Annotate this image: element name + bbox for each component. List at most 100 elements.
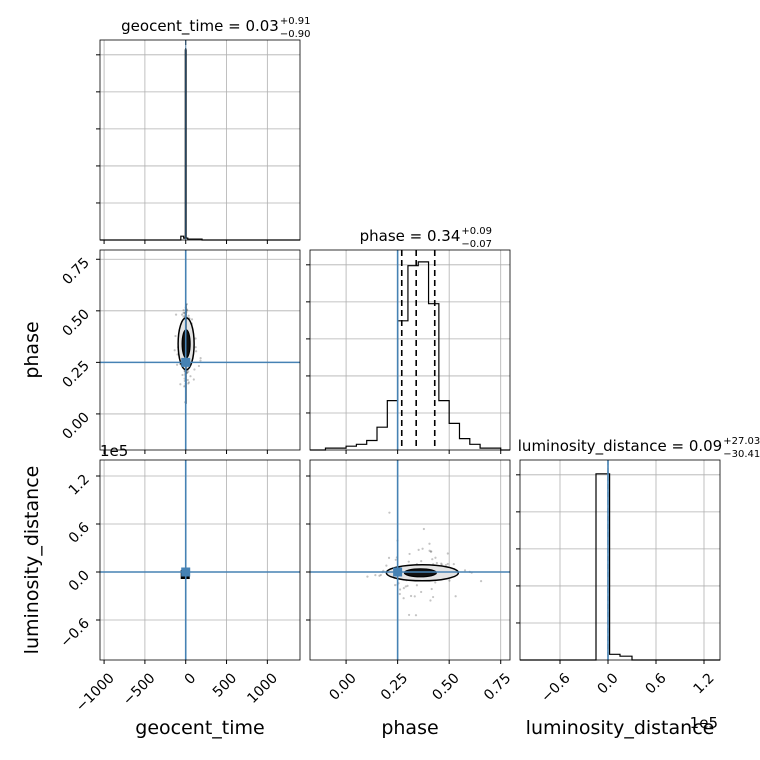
scatter-point — [174, 313, 178, 316]
title-name: geocent_time — [121, 17, 223, 36]
panel-lumdist-hist — [519, 459, 721, 661]
scatter-point — [428, 549, 431, 552]
offset-label-lumdist: 1e5 — [100, 442, 128, 460]
scatter-point — [379, 573, 382, 577]
scatter-point — [173, 349, 176, 352]
title-median: 0.09 — [689, 437, 722, 455]
y-tick-label: 0.75 — [59, 255, 92, 288]
scatter-point — [414, 614, 418, 617]
scatter-point — [199, 359, 202, 362]
scatter-point — [174, 334, 177, 338]
scatter-point — [434, 581, 437, 584]
scatter-point — [187, 370, 190, 373]
scatter-point — [440, 563, 443, 566]
title-minus: −30.41 — [723, 449, 760, 460]
scatter-point — [420, 560, 423, 563]
y-axis-label-luminosity-distance: luminosity_distance — [21, 466, 43, 655]
scatter-point — [182, 308, 185, 312]
scatter-point — [199, 356, 202, 360]
title-median: 0.03 — [245, 17, 278, 35]
scatter-point — [446, 552, 449, 555]
panel-phase-hist — [309, 249, 511, 451]
scatter-point — [194, 346, 197, 349]
scatter-point — [193, 368, 196, 371]
scatter-point — [394, 584, 397, 587]
scatter-point — [432, 595, 435, 599]
scatter-point — [463, 569, 467, 572]
scatter-point — [385, 564, 388, 567]
panel-lumdist-vs-phase — [309, 459, 511, 661]
scatter-point — [190, 318, 194, 321]
title-minus: −0.07 — [461, 239, 492, 250]
scatter-point — [387, 556, 391, 560]
scatter-point — [374, 574, 377, 577]
panel-lumdist-vs-geocent — [99, 459, 301, 661]
x-tick-label: −500 — [120, 670, 159, 709]
panel-phase-vs-geocent — [99, 249, 301, 451]
scatter-point — [402, 597, 405, 600]
scatter-point — [398, 588, 402, 591]
scatter-point — [394, 558, 397, 561]
title-name: luminosity_distance — [518, 437, 667, 456]
panel-title: phase = 0.34 +0.09 −0.07 — [360, 226, 492, 250]
lumdist-histogram — [520, 473, 720, 661]
scatter-point — [428, 542, 431, 545]
scatter-point — [415, 584, 419, 587]
scatter-point — [407, 560, 410, 563]
scatter-point — [402, 586, 405, 590]
scatter-point — [194, 337, 197, 340]
scatter-point — [187, 382, 190, 385]
scatter-point — [388, 511, 391, 514]
title-text: geocent_time = 0.03 — [121, 17, 279, 36]
title-equals: = — [223, 17, 245, 35]
scatter-point — [182, 315, 185, 318]
offset-label-lumdist-x: 1e5 — [690, 714, 718, 732]
scatter-point — [404, 585, 407, 588]
x-tick-label: 0 — [182, 670, 200, 688]
scatter-point — [446, 562, 449, 566]
scatter-point — [181, 373, 184, 377]
truth-marker — [181, 357, 191, 367]
scatter-point — [366, 575, 369, 578]
scatter-point — [420, 590, 423, 594]
geocent-time-histogram — [100, 49, 300, 241]
scatter-point — [413, 595, 416, 598]
scatter-point — [408, 552, 411, 556]
scatter-point — [448, 579, 451, 582]
scatter-point — [409, 594, 413, 598]
title-median: 0.34 — [427, 227, 460, 245]
scatter-point — [444, 564, 448, 567]
scatter-point — [452, 563, 455, 566]
title-plus: +0.09 — [461, 226, 492, 237]
title-minus: −0.90 — [280, 29, 311, 40]
title-text: phase = 0.34 — [360, 227, 461, 245]
x-axis-label-phase: phase — [381, 717, 438, 739]
title-name: phase — [360, 227, 405, 245]
panel-title: geocent_time = 0.03 +0.91 −0.90 — [121, 16, 310, 40]
scatter-point — [192, 378, 195, 381]
scatter-point — [421, 547, 424, 550]
x-tick-label: 0.75 — [481, 670, 514, 703]
scatter-point — [430, 587, 433, 591]
truth-marker — [393, 567, 403, 577]
scatter-point — [187, 314, 190, 317]
x-tick-label: 500 — [210, 670, 240, 700]
scatter-point — [434, 556, 437, 559]
x-tick-label: 0.6 — [643, 670, 670, 697]
x-tick-label: 0.00 — [326, 670, 359, 703]
title-text: luminosity_distance = 0.09 — [518, 437, 722, 456]
scatter-point — [187, 381, 191, 384]
title-equals: = — [667, 437, 689, 455]
y-tick-label: 0.6 — [66, 519, 93, 546]
title-plus: +27.03 — [723, 436, 760, 447]
scatter-point — [429, 550, 432, 553]
truth-marker — [181, 567, 191, 577]
x-tick-label: 1.2 — [691, 670, 718, 697]
y-tick-label: 1.2 — [66, 472, 93, 499]
scatter-point — [429, 599, 432, 602]
y-tick-label: −0.6 — [57, 615, 92, 650]
x-tick-label: 0.25 — [378, 670, 411, 703]
x-tick-label: −0.6 — [538, 670, 573, 705]
x-tick-label: 0.0 — [595, 670, 622, 697]
